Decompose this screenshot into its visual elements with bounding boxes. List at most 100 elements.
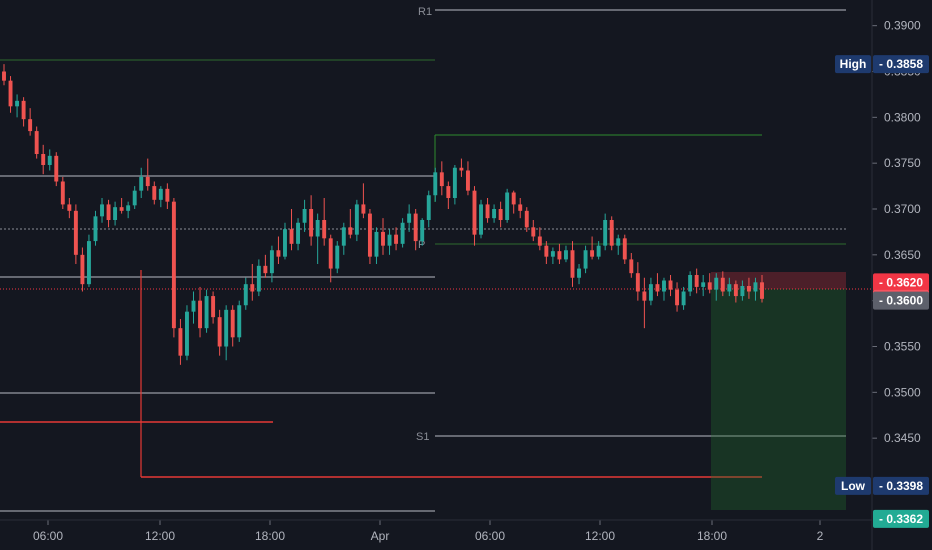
price-tick-label: 0.3800	[884, 110, 921, 124]
price-tags: High- 0.3858- 0.3620- 0.3602- 0.3600Low-…	[835, 55, 929, 528]
candle-body	[8, 80, 13, 107]
candle-body	[394, 234, 399, 244]
candle-body	[720, 277, 725, 292]
candle-body	[537, 236, 542, 246]
time-tick-label: 18:00	[255, 529, 285, 543]
candle-body	[269, 250, 274, 274]
candle-body	[2, 71, 6, 81]
candle-body	[152, 186, 157, 200]
price-tag-value: - 0.3620	[879, 275, 923, 289]
candle-body	[662, 280, 666, 292]
candle-body	[609, 220, 614, 246]
candle-body	[714, 277, 719, 290]
time-tick-label: 06:00	[475, 529, 505, 543]
candle-body	[67, 204, 72, 211]
candle-body	[616, 238, 621, 246]
candle-body	[243, 284, 248, 306]
candle-body	[518, 204, 523, 211]
candle-body	[381, 231, 385, 246]
time-tick-label: 2	[817, 529, 824, 543]
candle-body	[727, 284, 732, 292]
candle-body	[185, 311, 189, 356]
candle-body	[256, 265, 261, 292]
candle-body	[433, 172, 438, 196]
candle-body	[701, 282, 706, 287]
candle-body	[498, 209, 503, 220]
time-axis: 06:00 12:00 18:00 Apr 06:00 12:00 18:00 2	[33, 520, 824, 543]
candle-body	[603, 220, 608, 246]
candle-body	[54, 155, 59, 182]
candle-body	[511, 192, 516, 205]
candle-body	[635, 273, 640, 292]
candle-body	[707, 282, 712, 290]
candle-body	[570, 250, 575, 278]
candle-body	[28, 119, 33, 132]
candle-body	[452, 167, 457, 198]
price-tag-box	[873, 291, 929, 310]
candle-body	[505, 192, 510, 220]
candle-body	[746, 286, 751, 292]
candle-body	[596, 245, 601, 257]
candle-body	[100, 204, 104, 217]
candle-body	[446, 186, 451, 198]
candle-body	[420, 220, 425, 242]
price-tick-label: 0.3550	[884, 340, 921, 354]
candle-body	[374, 231, 379, 257]
candles-group	[2, 64, 764, 365]
candle-body	[531, 227, 536, 237]
time-tick-label: Apr	[371, 529, 390, 543]
price-tag-name-box	[835, 476, 871, 495]
candle-body	[113, 207, 118, 220]
price-tag-value: - 0.3398	[879, 479, 923, 493]
candle-body	[694, 275, 699, 287]
candle-body	[60, 181, 65, 205]
candle-body	[132, 190, 137, 206]
price-tick-label: 0.3650	[884, 248, 921, 262]
candle-body	[322, 220, 327, 239]
candle-body	[642, 291, 647, 301]
price-tick-label: 0.3500	[884, 385, 921, 399]
candle-body	[34, 131, 39, 154]
candle-body	[413, 213, 418, 242]
candle-body	[165, 188, 170, 202]
position-tool[interactable]	[711, 272, 846, 510]
price-tick-label: 0.3700	[884, 202, 921, 216]
price-tag-name: High	[840, 57, 867, 71]
candle-body	[93, 216, 98, 242]
candle-body	[459, 167, 464, 171]
candle-body	[296, 222, 301, 244]
candle-body	[237, 305, 242, 338]
time-tick-label: 06:00	[33, 529, 63, 543]
candle-body	[211, 296, 216, 318]
price-tick-label: 0.3450	[884, 431, 921, 445]
candle-body	[387, 234, 392, 246]
candle-body	[178, 328, 183, 356]
candle-body	[41, 154, 46, 165]
candle-body	[139, 176, 144, 191]
candle-body	[472, 190, 477, 235]
candle-body	[407, 213, 412, 223]
price-tick-label: 0.3900	[884, 19, 921, 33]
candle-body	[302, 209, 307, 223]
candle-body	[250, 284, 255, 292]
time-tick-label: 12:00	[145, 529, 175, 543]
price-tag-value: - 0.3362	[879, 512, 923, 526]
target-zone	[711, 289, 846, 510]
candle-body	[276, 250, 281, 257]
candle-body	[348, 227, 353, 235]
candle-body	[47, 155, 52, 165]
candle-body	[740, 286, 745, 297]
candle-body	[204, 296, 209, 329]
candle-body	[479, 204, 483, 235]
candle-body	[86, 241, 91, 285]
price-tag-name-box	[835, 55, 871, 74]
candle-body	[289, 229, 294, 244]
candle-body	[354, 204, 359, 235]
price-tag-box	[873, 509, 929, 528]
candle-body	[648, 284, 653, 301]
candle-body	[485, 204, 490, 219]
candle-body	[367, 213, 372, 257]
candle-body	[675, 289, 680, 306]
price-tag-value: - 0.3600	[879, 294, 923, 308]
